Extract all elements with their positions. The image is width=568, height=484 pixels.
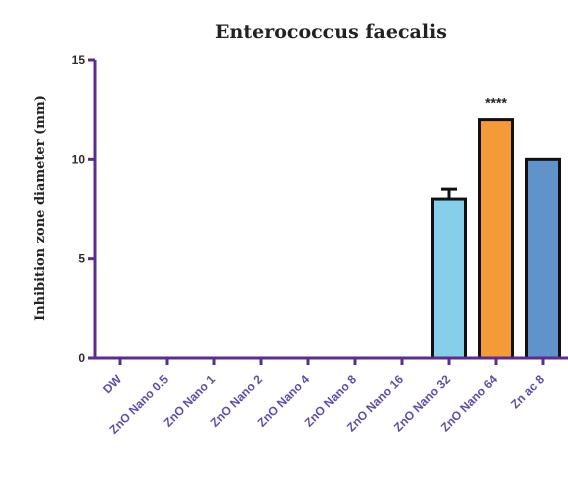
bar — [431, 197, 467, 360]
chart-title: Enterococcus faecalis — [215, 21, 447, 43]
bar — [478, 118, 514, 360]
x-tick-label: Zn ac 8 — [508, 372, 547, 411]
significance-annotation: **** — [485, 95, 507, 111]
y-tick-label: 10 — [72, 152, 86, 166]
bar — [525, 157, 561, 360]
x-tick-label: DW — [100, 372, 125, 397]
y-tick-label: 5 — [78, 252, 85, 266]
y-tick-label: 15 — [72, 53, 86, 67]
y-axis-label: Inhibition zone diameter (mm) — [33, 95, 48, 321]
y-tick-label: 0 — [78, 351, 85, 365]
